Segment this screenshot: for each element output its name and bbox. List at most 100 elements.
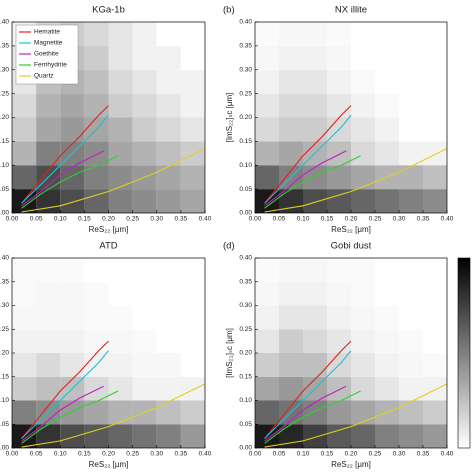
y-tick-label: 0.00 bbox=[0, 445, 9, 452]
y-tick-label: 0.10 bbox=[0, 397, 9, 404]
heat-cell bbox=[303, 93, 327, 118]
heat-cell bbox=[351, 189, 375, 213]
heat-cell bbox=[423, 117, 447, 142]
heat-cell bbox=[132, 281, 157, 306]
heat-cell bbox=[12, 281, 37, 306]
y-tick-label: 0.10 bbox=[239, 162, 252, 169]
heat-cell bbox=[375, 189, 399, 213]
y-tick-label: 0.25 bbox=[0, 326, 9, 333]
y-tick-label: 0.15 bbox=[0, 138, 9, 145]
heat-cell bbox=[108, 93, 133, 118]
heat-cell bbox=[132, 353, 157, 377]
heat-cell bbox=[180, 165, 205, 190]
y-tick-label: 0.30 bbox=[239, 302, 252, 309]
heat-cell bbox=[351, 22, 375, 46]
heat-cell bbox=[303, 353, 327, 377]
x-tick-label: 0.35 bbox=[175, 216, 188, 223]
x-tick-label: 0.35 bbox=[417, 451, 430, 458]
heat-cell bbox=[303, 117, 327, 142]
heat-cell bbox=[108, 329, 133, 353]
heat-cell bbox=[351, 165, 375, 190]
heat-cell bbox=[327, 165, 351, 190]
heat-cell bbox=[36, 117, 61, 142]
heat-cell bbox=[255, 22, 279, 46]
heat-cell bbox=[36, 281, 61, 306]
y-axis-label: [ImS₂₂]ₛc [μm] bbox=[225, 328, 234, 378]
heat-cell bbox=[327, 141, 351, 166]
heat-cell bbox=[399, 22, 423, 46]
heat-cell bbox=[180, 93, 205, 118]
heat-cell bbox=[351, 305, 375, 330]
legend-label: Quartz bbox=[34, 73, 54, 80]
heat-cell bbox=[156, 329, 181, 353]
heat-cell bbox=[399, 45, 423, 70]
x-tick-label: 0.15 bbox=[321, 451, 334, 458]
x-tick-label: 0.15 bbox=[78, 216, 91, 223]
x-tick-label: 0.30 bbox=[393, 451, 406, 458]
y-tick-label: 0.15 bbox=[239, 138, 252, 145]
x-tick-label: 0.20 bbox=[345, 216, 358, 223]
heat-cell bbox=[327, 329, 351, 353]
y-tick-label: 0.35 bbox=[239, 43, 252, 50]
x-tick-label: 0.05 bbox=[273, 216, 286, 223]
heat-cell bbox=[423, 22, 447, 46]
heat-cell bbox=[108, 189, 133, 213]
heat-cell bbox=[108, 117, 133, 142]
heat-cell bbox=[375, 281, 399, 306]
model-line bbox=[21, 148, 206, 213]
heat-cell bbox=[36, 376, 61, 401]
heat-cell bbox=[108, 69, 133, 94]
heat-cell bbox=[156, 69, 181, 94]
heat-cell bbox=[84, 400, 109, 425]
heat-cell bbox=[108, 258, 133, 282]
heat-cell bbox=[60, 165, 85, 190]
x-tick-label: 0.05 bbox=[30, 451, 43, 458]
heat-cell bbox=[84, 45, 109, 70]
heat-cell bbox=[303, 400, 327, 425]
heat-cell bbox=[156, 400, 181, 425]
heat-cell bbox=[132, 376, 157, 401]
heat-cell bbox=[60, 305, 85, 330]
heat-cell bbox=[327, 22, 351, 46]
heat-cell bbox=[60, 353, 85, 377]
model-line bbox=[264, 385, 347, 442]
heat-cell bbox=[327, 189, 351, 213]
heat-cell bbox=[399, 69, 423, 94]
heat-cell bbox=[279, 69, 303, 94]
heat-cell bbox=[303, 424, 327, 448]
heat-cell bbox=[423, 45, 447, 70]
heat-cell bbox=[60, 400, 85, 425]
heat-cell bbox=[399, 353, 423, 377]
heat-cell bbox=[423, 141, 447, 166]
panel-label: (d) bbox=[223, 241, 235, 252]
heat-cell bbox=[156, 258, 181, 282]
model-line bbox=[21, 385, 104, 442]
heat-cell bbox=[279, 305, 303, 330]
y-tick-label: 0.00 bbox=[0, 210, 9, 217]
x-tick-label: 0.10 bbox=[297, 216, 310, 223]
heat-cell bbox=[36, 305, 61, 330]
heat-cell bbox=[399, 424, 423, 448]
heat-cell bbox=[303, 45, 327, 70]
heat-cell bbox=[399, 281, 423, 306]
x-tick-label: 0.25 bbox=[126, 451, 139, 458]
heat-cell bbox=[375, 117, 399, 142]
heat-cell bbox=[108, 305, 133, 330]
heat-cell bbox=[423, 93, 447, 118]
x-tick-label: 0.40 bbox=[441, 451, 454, 458]
heat-cell bbox=[255, 117, 279, 142]
heat-cell bbox=[12, 376, 37, 401]
heat-cell bbox=[327, 305, 351, 330]
heat-cell bbox=[36, 258, 61, 282]
heat-cell bbox=[375, 329, 399, 353]
heat-cell bbox=[12, 93, 37, 118]
heat-cell bbox=[156, 353, 181, 377]
heat-cell bbox=[156, 305, 181, 330]
heat-cell bbox=[375, 45, 399, 70]
heat-cell bbox=[303, 165, 327, 190]
legend-label: Magnetite bbox=[34, 40, 63, 47]
x-tick-label: 0.30 bbox=[393, 216, 406, 223]
model-line bbox=[264, 105, 352, 204]
y-tick-label: 0.25 bbox=[0, 90, 9, 97]
